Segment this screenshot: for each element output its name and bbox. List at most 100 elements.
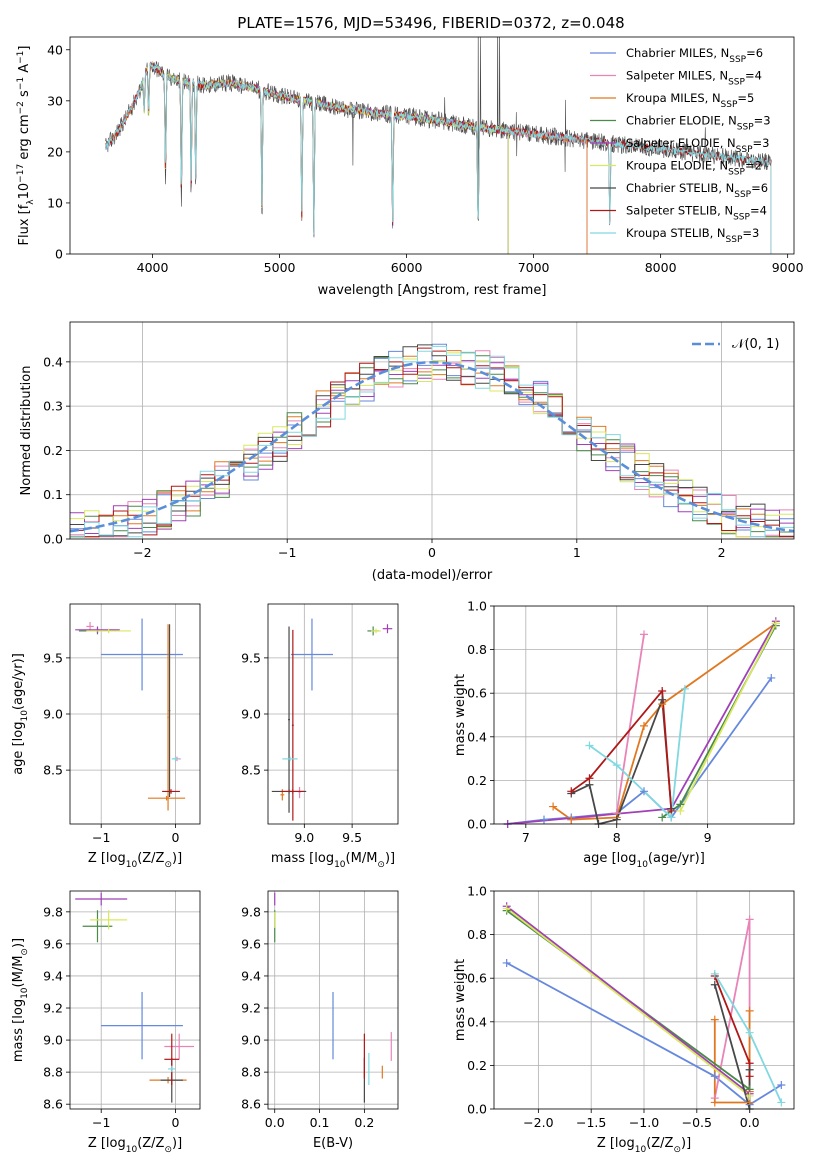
y-tick-label: 0.2 xyxy=(43,443,63,458)
model-line-salpeter_miles xyxy=(105,61,588,254)
y-tick-label: 9.0 xyxy=(43,1033,63,1048)
data-point xyxy=(771,619,780,628)
data-point xyxy=(676,806,685,815)
data-point xyxy=(777,1081,786,1090)
x-tick-label: 0.1 xyxy=(310,1115,330,1130)
y-axis-label: age [log10(age/yr)] xyxy=(11,653,30,775)
legend-entry: Salpeter ELODIE, NSSP=3 xyxy=(626,136,769,155)
y-tick-label: 9.4 xyxy=(241,968,261,983)
data-point xyxy=(502,904,511,913)
y-tick-label: 8.8 xyxy=(241,1065,261,1080)
legend-entry: Salpeter MILES, NSSP=4 xyxy=(626,69,762,88)
data-point xyxy=(710,980,719,989)
legend-entry: Kroupa STELIB, NSSP=3 xyxy=(626,226,759,245)
y-tick-label: 30 xyxy=(47,93,63,108)
x-tick-label: −2.0 xyxy=(523,1115,553,1130)
y-tick-label: 9.0 xyxy=(43,707,63,722)
panel-weight-vs-z: −2.0 −1.5 −1.0 −0.5 0.0 0.0 0.2 0.4 0.6 0.8 1.0 Z [… xyxy=(453,884,795,1155)
legend-entry: Chabrier ELODIE, NSSP=3 xyxy=(626,114,771,133)
y-tick-label: 0.3 xyxy=(43,399,63,414)
data-point xyxy=(640,787,648,796)
data-point xyxy=(745,915,754,924)
y-tick-label: 0.2 xyxy=(467,1058,487,1073)
y-axis-label: mass weight xyxy=(453,674,468,756)
y-tick-label: 0.1 xyxy=(43,487,63,502)
x-tick-label: 7 xyxy=(522,830,530,845)
legend-entry: Chabrier MILES, NSSP=6 xyxy=(626,46,763,65)
data-point xyxy=(767,673,776,682)
x-axis-label: (data-model)/error xyxy=(372,568,493,583)
x-tick-label: 1 xyxy=(573,545,581,560)
y-tick-label: 0.6 xyxy=(467,971,487,986)
data-point xyxy=(658,695,667,704)
y-tick-label: 10 xyxy=(47,195,63,210)
legend-entry: 𝒩(0, 1) xyxy=(732,337,779,352)
x-tick-label: 9.0 xyxy=(294,830,314,845)
y-tick-label: 0.8 xyxy=(467,927,487,942)
x-tick-label: −0.5 xyxy=(682,1115,712,1130)
x-tick-label: 5000 xyxy=(264,260,296,275)
data-point xyxy=(502,958,511,967)
data-point xyxy=(745,1006,754,1015)
x-tick-label: 7000 xyxy=(518,260,550,275)
x-tick-label: 0 xyxy=(172,830,180,845)
legend-entry: Chabrier STELIB, NSSP=6 xyxy=(626,181,768,200)
plot-area xyxy=(268,604,398,824)
histogram-kroupa_elodie xyxy=(70,352,794,538)
axes-frame xyxy=(267,603,399,825)
x-tick-label: −1.5 xyxy=(576,1115,606,1130)
legend-entry: Salpeter STELIB, NSSP=4 xyxy=(626,204,767,223)
y-tick-label: 0.4 xyxy=(467,1014,487,1029)
x-tick-label: 0.0 xyxy=(740,1115,760,1130)
x-tick-label: 9000 xyxy=(772,260,804,275)
data-point xyxy=(710,1072,719,1081)
plot-area xyxy=(70,891,200,1109)
series-line-chabrier_stelib xyxy=(713,984,751,1109)
y-tick-label: 0.2 xyxy=(467,773,487,788)
figure-title: PLATE=1576, MJD=53496, FIBERID=0372, z=0… xyxy=(237,14,624,32)
panel-mass-vs-z: −1 0 8.6 8.8 9.0 9.2 9.4 9.6 9.8 Z [log10(Z/Z⊙)] m… xyxy=(11,890,201,1155)
y-tick-label: 9.0 xyxy=(241,707,261,722)
x-tick-label: 0 xyxy=(172,1115,180,1130)
data-point xyxy=(567,815,576,824)
axes-frame xyxy=(493,605,795,825)
y-tick-label: 0.4 xyxy=(467,729,487,744)
data-point xyxy=(710,969,719,978)
y-tick-label: 9.2 xyxy=(241,1001,261,1016)
model-line-kroupa_stelib xyxy=(105,63,772,254)
legend-entry: Kroupa MILES, NSSP=5 xyxy=(626,91,754,110)
plot-area xyxy=(268,891,398,1109)
y-tick-label: 9.6 xyxy=(241,936,261,951)
panel-age-vs-mass: 9.0 9.5 8.5 9.0 9.5 mass [log10(M/M⊙)] xyxy=(241,603,399,870)
x-tick-label: 4000 xyxy=(137,260,169,275)
series-line-chabrier_miles xyxy=(506,962,782,1106)
y-tick-label: 0.8 xyxy=(467,642,487,657)
y-tick-label: 20 xyxy=(47,144,63,159)
data-point xyxy=(658,687,667,696)
x-tick-label: −1 xyxy=(278,545,296,560)
axes-frame xyxy=(69,603,201,825)
data-point xyxy=(640,721,648,730)
plot-area xyxy=(70,322,794,539)
data-point xyxy=(612,815,621,824)
data-point xyxy=(667,813,676,822)
plot-area xyxy=(105,37,772,254)
data-point xyxy=(585,774,594,783)
y-tick-label: 9.6 xyxy=(43,936,63,951)
y-tick-label: 0.0 xyxy=(43,532,63,547)
model-line-chabrier_miles xyxy=(105,61,588,254)
data-point xyxy=(777,1098,786,1107)
x-tick-label: −1 xyxy=(92,830,110,845)
series-line-salpeter_stelib xyxy=(713,975,751,1077)
y-tick-label: 8.5 xyxy=(43,763,63,778)
y-tick-label: 9.2 xyxy=(43,1001,63,1016)
y-tick-label: 40 xyxy=(47,42,63,57)
y-tick-label: 9.5 xyxy=(43,650,63,665)
panel-weight-vs-age: 7 8 9 0.0 0.2 0.4 0.6 0.8 1.0 age [log10(age/yr)]… xyxy=(453,599,795,870)
y-tick-label: 8.6 xyxy=(241,1097,261,1112)
y-axis-label: mass [log10(M/M⊙)] xyxy=(11,938,30,1062)
gaussian-curve xyxy=(70,360,794,533)
x-tick-label: −2 xyxy=(133,545,151,560)
model-line-kroupa_miles xyxy=(105,62,588,254)
